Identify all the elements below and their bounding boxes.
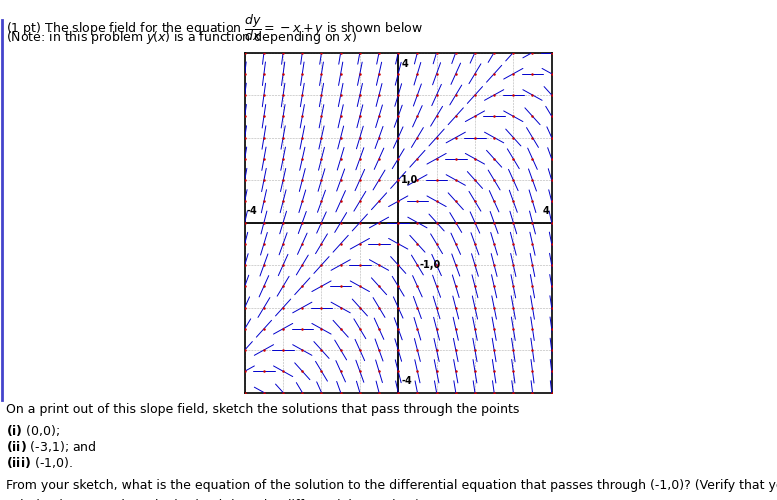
Text: (Note: in this problem $y\!\left(x\right)$ is a function depending on $x$): (Note: in this problem $y\!\left(x\right…: [6, 29, 357, 46]
Text: $\mathbf{(ii)}$ (-3,1); and: $\mathbf{(ii)}$ (-3,1); and: [6, 439, 97, 454]
Text: solution is correct by substituting it into the differential equation.): solution is correct by substituting it i…: [6, 498, 420, 500]
Text: -4: -4: [401, 376, 412, 386]
Text: On a print out of this slope field, sketch the solutions that pass through the p: On a print out of this slope field, sket…: [6, 402, 520, 415]
Text: From your sketch, what is the equation of the solution to the differential equat: From your sketch, what is the equation o…: [6, 480, 777, 492]
Text: -1,0: -1,0: [420, 260, 441, 270]
Text: $\mathbf{(iii)}$ (-1,0).: $\mathbf{(iii)}$ (-1,0).: [6, 456, 73, 470]
Text: $\mathbf{(i)}$ (0,0);: $\mathbf{(i)}$ (0,0);: [6, 422, 61, 438]
Text: -4: -4: [246, 206, 257, 216]
Text: 1,0: 1,0: [401, 175, 419, 185]
Text: (1 pt) The slope field for the equation $\dfrac{dy}{dx} = -x + y$ is shown below: (1 pt) The slope field for the equation …: [6, 12, 423, 44]
Text: 4: 4: [543, 206, 550, 216]
Text: 4: 4: [401, 59, 408, 69]
